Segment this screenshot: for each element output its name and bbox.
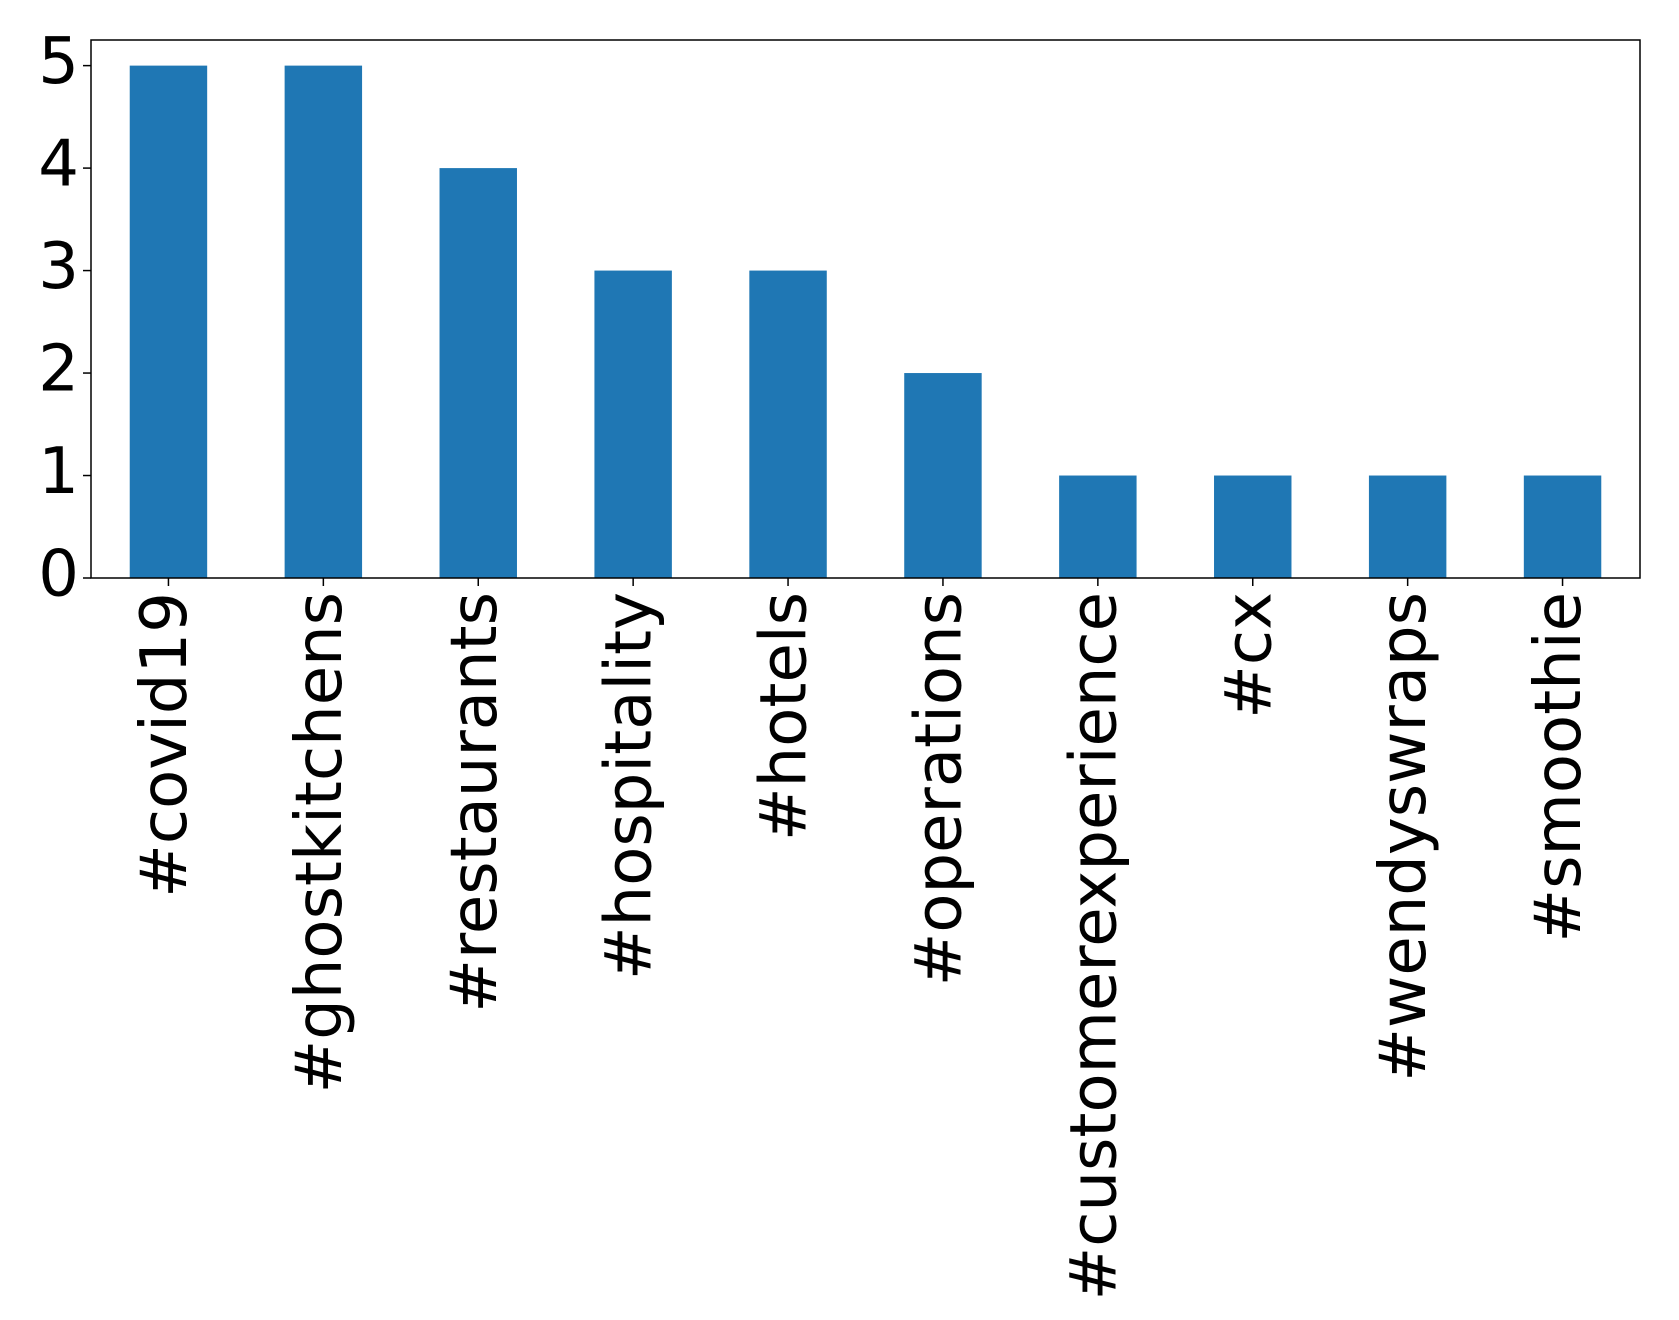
- bar: [284, 65, 363, 579]
- x-tick-label: #hospitality: [593, 592, 667, 980]
- y-tick-label: 5: [38, 25, 79, 99]
- bar: [594, 270, 672, 578]
- x-tick-label: #customerexperience: [1057, 592, 1131, 1300]
- plot-frame: [90, 39, 1641, 579]
- bar: [904, 373, 982, 578]
- bar: [129, 65, 208, 579]
- y-tick-label: 0: [38, 538, 79, 612]
- x-tick-label: #ghostkitchens: [283, 592, 357, 1093]
- x-tick-label: #operations: [903, 592, 977, 986]
- x-tick-label: #covid19: [128, 592, 202, 898]
- x-tick-label: #cx: [1212, 592, 1286, 719]
- x-tick-label: #hotels: [748, 592, 822, 841]
- bar: [1214, 475, 1292, 578]
- x-tick-label: #restaurants: [438, 592, 512, 1013]
- bar: [1059, 475, 1137, 578]
- bar: [749, 270, 827, 578]
- bar: [439, 168, 517, 578]
- y-tick-label: 2: [38, 333, 79, 407]
- bar: [1368, 475, 1447, 578]
- y-tick-label: 4: [38, 128, 79, 202]
- x-tick-label: #smoothie: [1522, 592, 1596, 942]
- y-tick-label: 3: [38, 230, 79, 304]
- x-tick-label: #wendyswraps: [1367, 592, 1441, 1082]
- y-tick-label: 1: [38, 435, 79, 509]
- bar: [1523, 475, 1602, 578]
